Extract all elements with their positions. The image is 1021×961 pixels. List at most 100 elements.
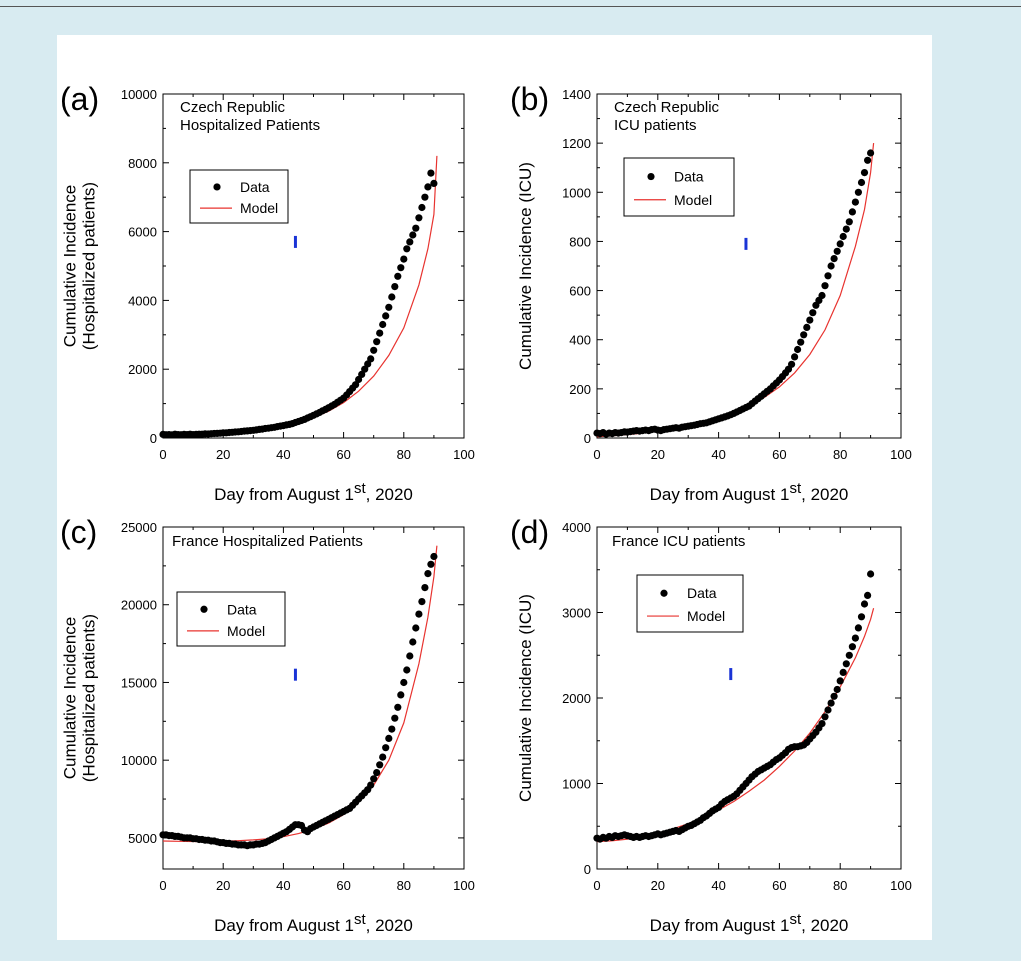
data-point <box>415 610 423 618</box>
chart-panel-b: (b)0 20 40 60 80 1000200400600800100012001400… <box>510 81 912 504</box>
data-point <box>797 338 805 346</box>
y-tick-label: 20000 <box>121 598 157 613</box>
data-point <box>848 643 857 651</box>
x-tick-label: 20 <box>651 878 665 893</box>
x-tick-label: 60 <box>336 878 350 893</box>
panel-label: (a) <box>60 81 99 117</box>
data-point <box>388 725 396 733</box>
data-point <box>424 183 432 191</box>
x-tick-label: 0 <box>593 878 600 893</box>
chart-title: Czech Republic <box>614 99 720 116</box>
legend-box <box>176 591 286 647</box>
data-point <box>403 666 411 674</box>
y-tick-label: 4000 <box>128 293 157 308</box>
data-point <box>827 699 835 707</box>
legend-data-marker <box>213 183 221 191</box>
data-point <box>421 584 429 592</box>
data-point <box>867 570 875 578</box>
legend-label-data: Data <box>227 601 257 617</box>
data-point <box>376 761 384 769</box>
x-axis-label: Day from August 1st, 2020 <box>650 911 849 935</box>
data-point <box>791 353 799 361</box>
y-tick-label: 5000 <box>128 831 157 846</box>
x-axis-label: Day from August 1st, 2020 <box>650 480 849 504</box>
y-tick-label: 600 <box>569 284 591 299</box>
legend-label-data: Data <box>687 585 717 601</box>
data-point <box>845 218 853 226</box>
legend: Data Model <box>636 574 744 633</box>
chart-panel-a: (a) 0 20 40 60 80 100 0 2000 4000 6000 8000 10000 Day… <box>60 81 475 504</box>
x-axis-label: Day from August 1st, 2020 <box>214 911 413 935</box>
plot-frame <box>162 526 465 870</box>
data-point <box>833 685 841 694</box>
x-tick-label: 80 <box>833 878 847 893</box>
data-point <box>794 345 802 354</box>
model-line <box>596 608 875 843</box>
y-tick-label: 15000 <box>121 675 157 690</box>
data-point <box>836 677 844 685</box>
legend-box <box>636 574 744 633</box>
data-point <box>382 312 390 320</box>
data-point <box>403 245 411 253</box>
data-point <box>803 323 811 331</box>
data-point <box>806 316 814 324</box>
data-point <box>421 193 429 201</box>
y-axis-label: Cumulative Incidence <box>61 185 80 348</box>
data-point <box>821 282 829 290</box>
data-point <box>418 598 426 606</box>
legend-data-marker <box>647 172 655 181</box>
data-point <box>857 178 866 187</box>
y-tick-label: 2000 <box>562 691 591 706</box>
data-point <box>842 225 850 233</box>
data-point <box>406 652 414 660</box>
y-axis-label: Cumulative Incidence (ICU) <box>516 162 535 370</box>
legend-box <box>623 157 735 217</box>
data-point <box>830 692 838 700</box>
x-tick-label: 60 <box>772 878 786 893</box>
chart-title: Czech Republic <box>180 99 286 116</box>
legend-label-model: Model <box>674 192 712 208</box>
data-point <box>397 691 405 699</box>
legend: Data Model <box>189 169 289 224</box>
x-axis-label: Day from August 1st, 2020 <box>214 480 413 504</box>
data-point <box>848 208 857 216</box>
data-point <box>358 370 366 378</box>
data-point <box>397 264 405 272</box>
top-rule <box>0 6 1021 7</box>
data-point <box>836 240 844 248</box>
x-tick-label: 80 <box>833 447 847 462</box>
y-tick-label: 1400 <box>562 87 591 102</box>
x-tick-label: 0 <box>159 878 166 893</box>
data-point <box>412 624 420 632</box>
data-point <box>824 272 832 280</box>
y-tick-label: 800 <box>569 234 591 249</box>
y-tick-label: 0 <box>584 862 591 877</box>
data-point <box>361 365 369 373</box>
legend-data-marker <box>660 589 668 597</box>
data-point <box>376 329 384 337</box>
data-point <box>800 331 808 339</box>
y-tick-label: 10000 <box>121 753 157 768</box>
legend: Data Model <box>623 157 735 217</box>
data-point <box>367 781 375 789</box>
data-point <box>430 552 438 561</box>
chart-title: France Hospitalized Patients <box>172 533 363 550</box>
data-point <box>415 214 423 222</box>
legend-box <box>189 169 289 224</box>
legend-label-data: Data <box>674 169 704 185</box>
data-point <box>864 591 872 600</box>
x-tick-label: 100 <box>453 447 475 462</box>
y-tick-label: 6000 <box>128 225 157 240</box>
data-point <box>860 169 869 177</box>
y-tick-label: 1000 <box>562 185 591 200</box>
data-point <box>864 156 872 164</box>
data-point <box>818 291 826 300</box>
data-point <box>821 713 829 721</box>
legend-data-marker <box>200 605 208 613</box>
y-tick-label: 8000 <box>128 156 157 171</box>
data-point <box>830 255 838 263</box>
y-tick-label: 10000 <box>121 87 157 102</box>
data-point <box>833 247 841 255</box>
x-tick-label: 60 <box>772 447 786 462</box>
